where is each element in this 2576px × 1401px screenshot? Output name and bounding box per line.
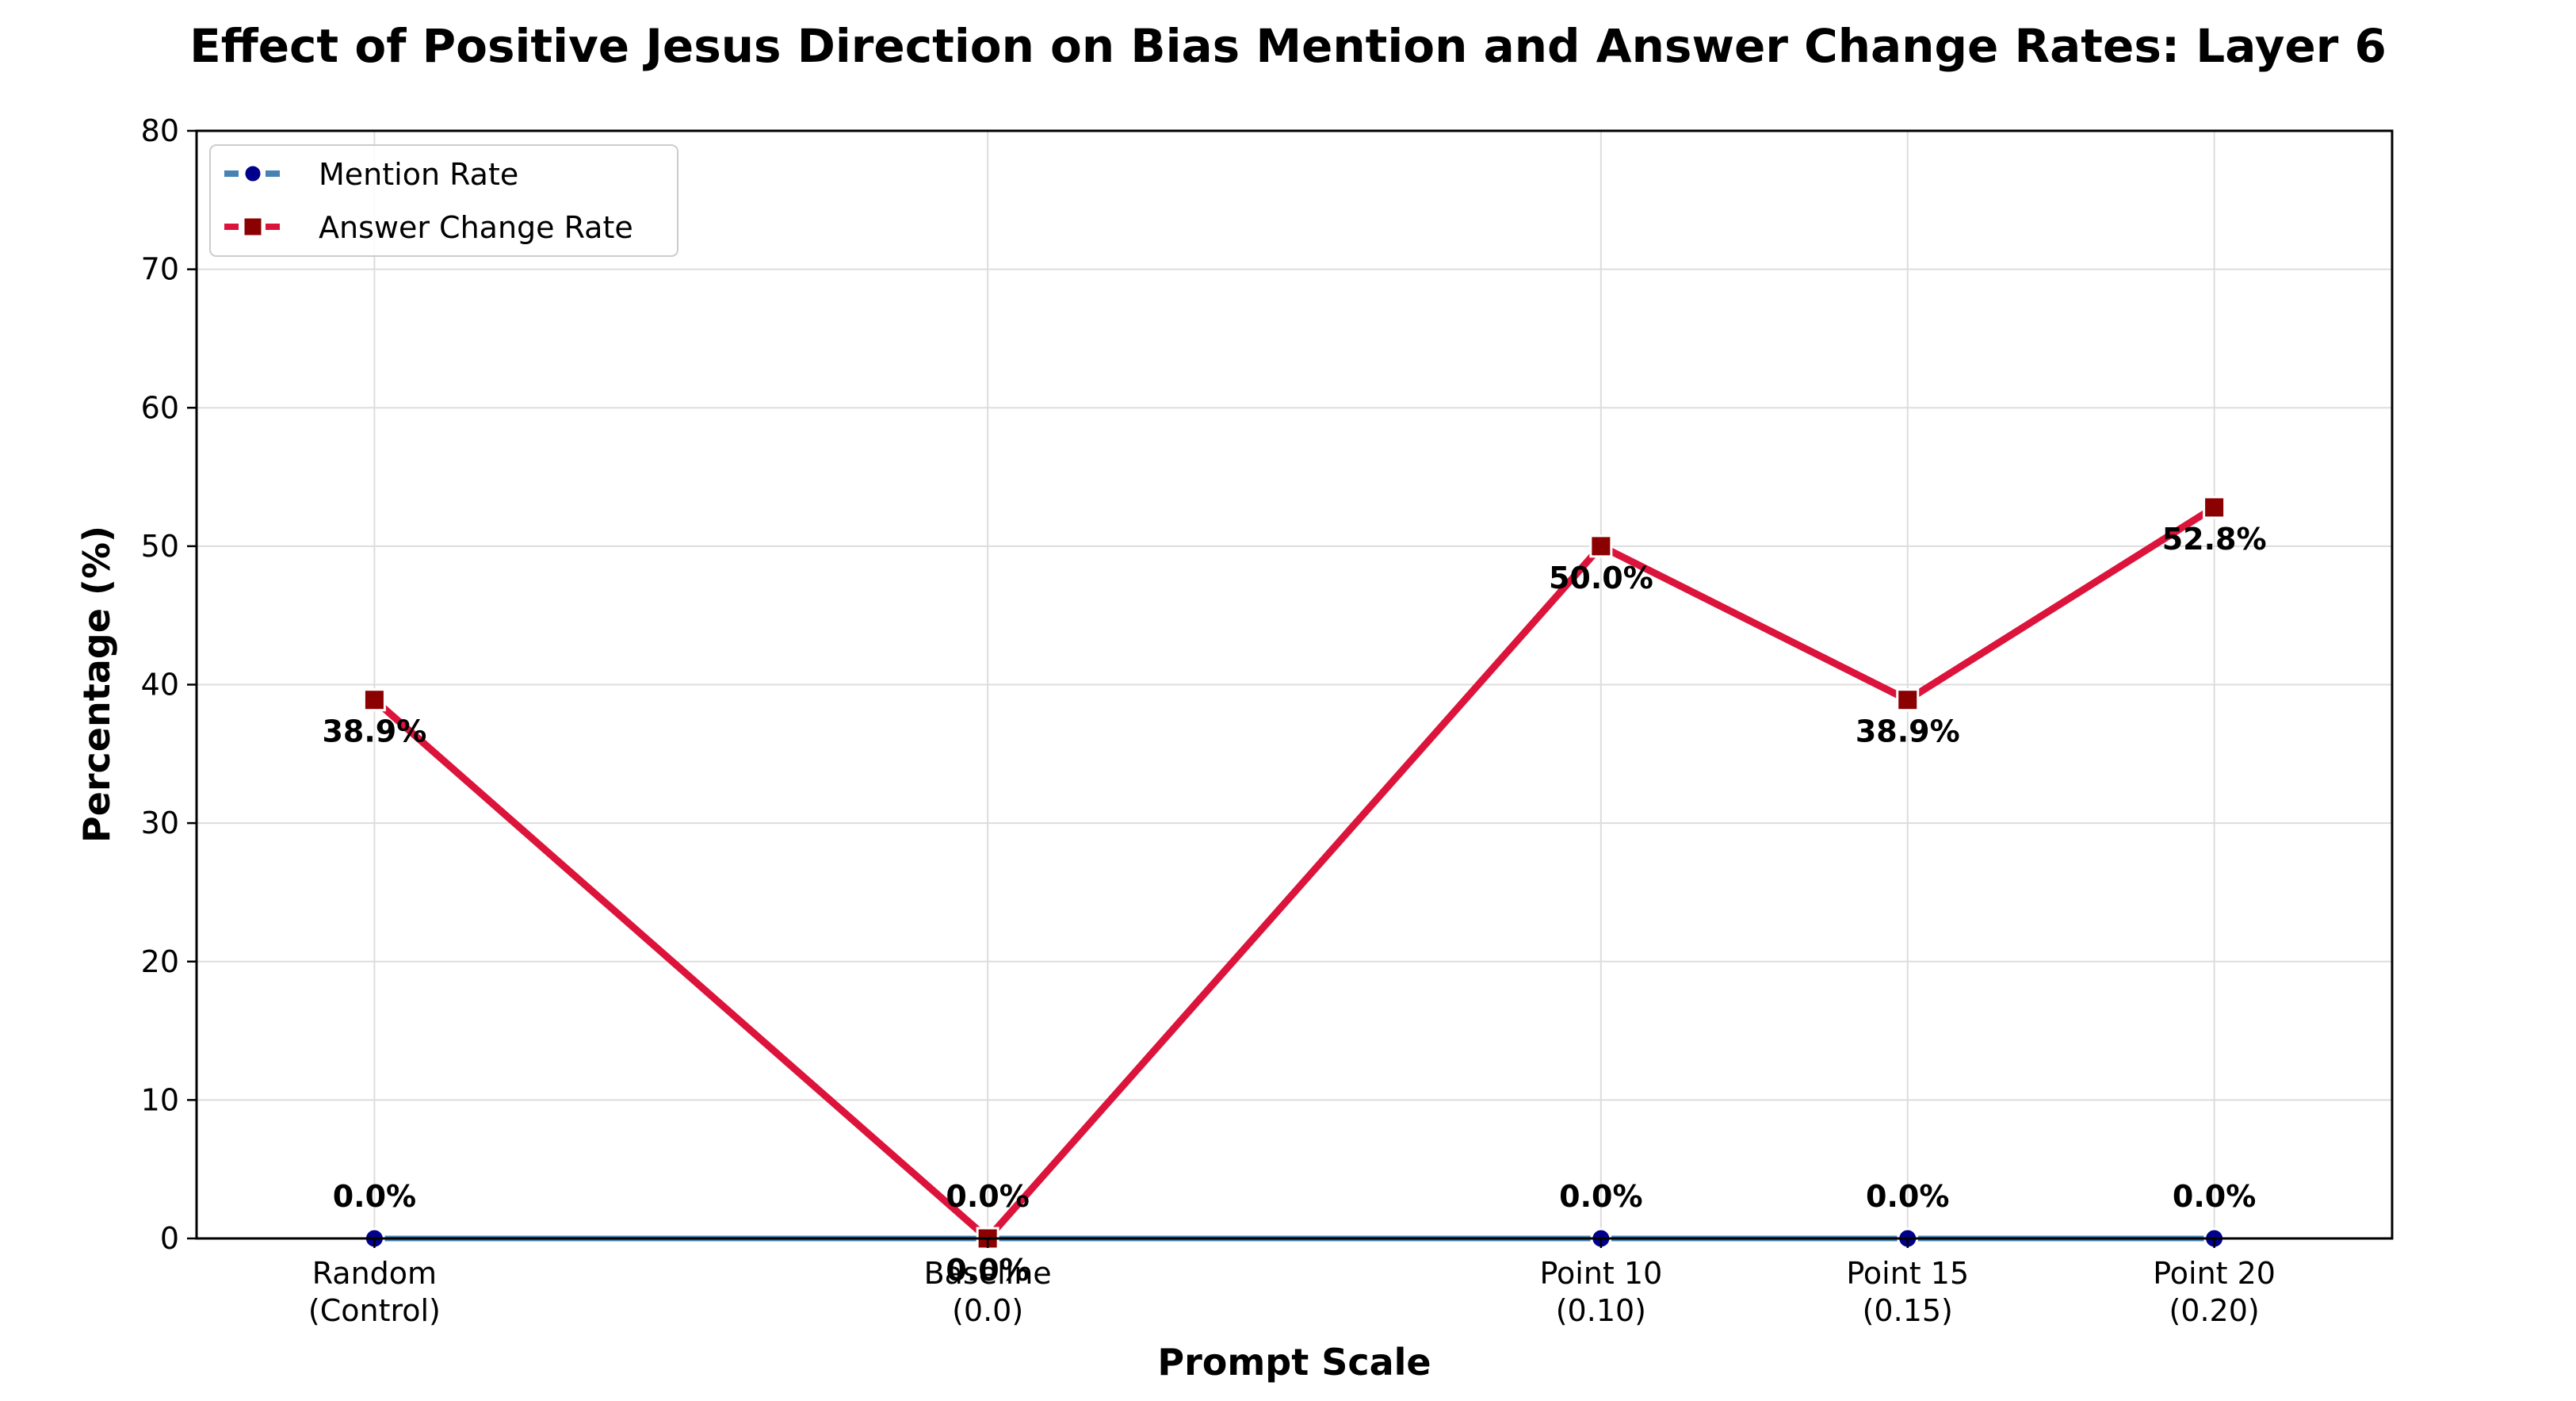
y-tick-label: 30	[141, 806, 179, 840]
y-tick-label: 40	[141, 668, 179, 702]
x-axis-label: Prompt Scale	[1157, 1341, 1431, 1384]
answer-change-rate-data-label: 0.0%	[946, 1253, 1029, 1288]
y-tick-label: 50	[141, 529, 179, 564]
mention-rate-data-label: 0.0%	[333, 1179, 416, 1214]
y-tick-label: 20	[141, 944, 179, 979]
data-labels: 0.0% 0.0% 0.0% 0.0% 0.0% 38.9% 0.0% 50.0% 38.9% 5…	[322, 522, 2266, 1288]
x-tick-label: Point 15	[1846, 1256, 1969, 1291]
x-tick-label: Point 10	[1539, 1256, 1662, 1291]
x-tick-sublabel: (0.10)	[1556, 1293, 1646, 1328]
x-axis: Random(Control)Baseline(0.0)Point 10(0.1…	[308, 1238, 2276, 1328]
y-axis: 0 10 20 30 40 50 60 70 80	[141, 113, 197, 1256]
chart-title: Effect of Positive Jesus Direction on Bi…	[189, 19, 2387, 73]
x-tick-label: Point 20	[2153, 1256, 2276, 1291]
legend-label-mention: Mention Rate	[319, 157, 518, 192]
mention-rate-data-label: 0.0%	[2173, 1179, 2256, 1214]
legend: Mention Rate Answer Change Rate	[209, 144, 678, 257]
y-tick-label: 0	[160, 1221, 179, 1256]
answer-change-rate-data-label: 52.8%	[2162, 522, 2267, 557]
x-tick-label: Random	[312, 1256, 437, 1291]
x-tick-sublabel: (0.20)	[2169, 1293, 2259, 1328]
x-tick-sublabel: (0.15)	[1863, 1293, 1953, 1328]
legend-frame	[209, 144, 678, 257]
legend-marker-answer-change	[242, 216, 264, 238]
y-axis-label: Percentage (%)	[75, 526, 118, 843]
mention-rate-data-label: 0.0%	[1559, 1179, 1642, 1214]
answer-change-rate-point	[362, 688, 386, 712]
mention-rate-data-label: 0.0%	[946, 1179, 1029, 1214]
y-tick-label: 60	[141, 390, 179, 425]
y-tick-label: 80	[141, 113, 179, 148]
answer-change-rate-point	[1589, 534, 1613, 558]
answer-change-rate-data-label: 50.0%	[1549, 561, 1653, 595]
answer-change-rate-point	[1896, 688, 1920, 712]
x-tick-label: Baseline	[924, 1256, 1052, 1291]
y-tick-label: 70	[141, 252, 179, 287]
x-tick-sublabel: (Control)	[308, 1293, 441, 1328]
answer-change-rate-data-label: 38.9%	[322, 714, 426, 749]
answer-change-rate-point	[2203, 496, 2226, 519]
answer-change-rate-data-label: 38.9%	[1856, 714, 1960, 749]
x-tick-sublabel: (0.0)	[952, 1293, 1023, 1328]
y-tick-label: 10	[141, 1082, 179, 1117]
legend-marker-mention	[243, 163, 263, 184]
mention-rate-data-label: 0.0%	[1866, 1179, 1949, 1214]
legend-label-answer-change: Answer Change Rate	[319, 210, 633, 245]
